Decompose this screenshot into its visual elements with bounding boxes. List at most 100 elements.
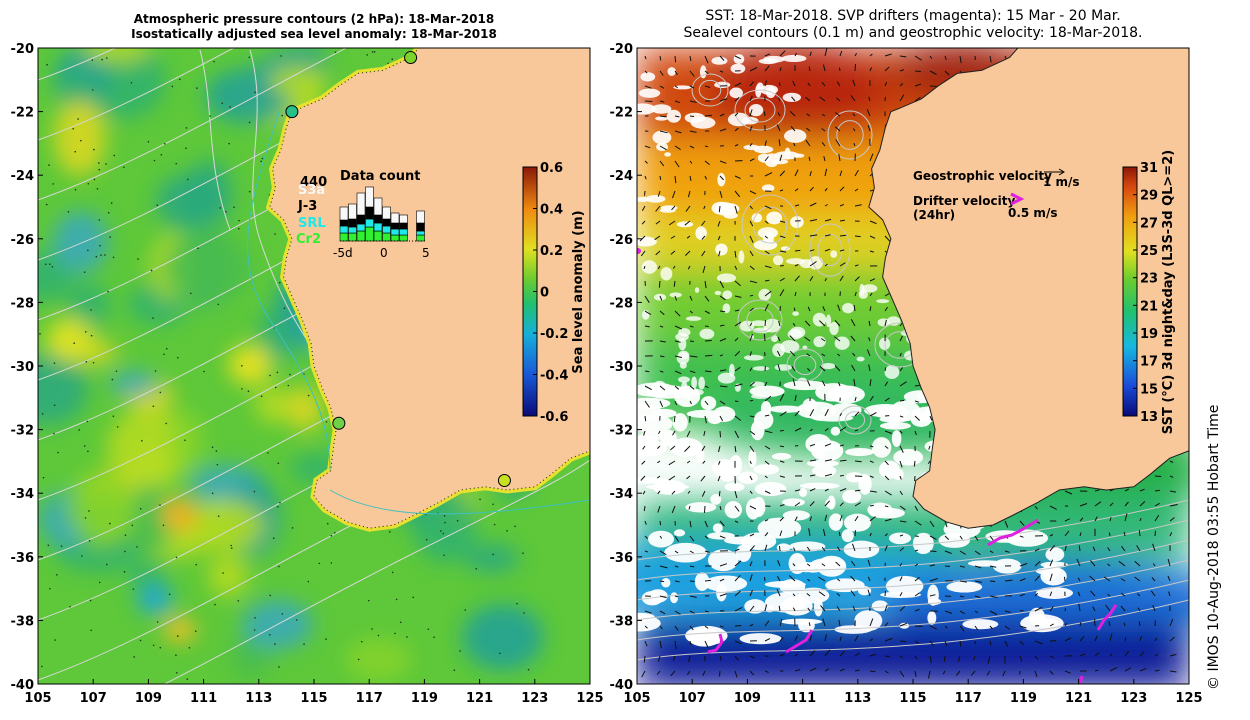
longitude-tick-label: 113	[844, 691, 871, 706]
longitude-tick-label: 107	[80, 691, 107, 706]
latitude-tick-label: -20	[11, 42, 35, 57]
left-map-title: Atmospheric pressure contours (2 hPa): 1…	[38, 12, 590, 42]
latitude-tick-label: -24	[11, 169, 35, 184]
tide-gauge-markers	[285, 51, 511, 487]
latitude-tick-label: -20	[610, 42, 634, 57]
colorbar-tick-label: 25	[1140, 244, 1158, 259]
latitude-tick-label: -28	[11, 296, 35, 311]
longitude-tick-label: 109	[135, 691, 162, 706]
latitude-tick-label: -34	[610, 487, 634, 502]
latitude-tick-label: -36	[610, 551, 634, 566]
histogram-bar-segment	[382, 218, 391, 227]
histogram-bar-segment	[382, 225, 391, 234]
histogram-bar-segment	[348, 218, 357, 228]
latitude-tick-label: -38	[610, 614, 634, 629]
latitude-tick-label: -34	[11, 487, 35, 502]
longitude-tick-label: 117	[955, 691, 982, 706]
sla-colorbar: 0.6 0.4 0.2 0 -0.2 -0.4 -0.6 Sea level anomaly…	[522, 161, 586, 425]
histogram-bar-segment	[348, 226, 357, 234]
histogram-tick-start: -5d	[333, 246, 353, 260]
longitude-tick-label: 119	[1010, 691, 1037, 706]
colorbar-tick-label: 0.2	[540, 244, 563, 259]
bathymetry-contour	[247, 109, 331, 471]
longitude-tick-label: 105	[623, 691, 650, 706]
latitude-tick-label: -36	[11, 551, 35, 566]
sla-colorbar-label: Sea level anomaly (m)	[571, 210, 586, 373]
longitude-tick-label: 105	[24, 691, 51, 706]
colorbar-tick-label: 15	[1140, 382, 1158, 397]
histogram-tick-end: 5	[422, 246, 430, 260]
colorbar-tick-label: 13	[1140, 410, 1158, 425]
latitude-tick-label: -26	[11, 233, 35, 248]
latitude-tick-label: -22	[11, 106, 35, 121]
histogram-bar-segment	[339, 225, 349, 234]
drifter-track	[785, 629, 814, 654]
latitude-tick-label: -24	[610, 169, 634, 184]
latitude-tick-label: -32	[610, 424, 634, 439]
latitude-tick-label: -40	[11, 678, 35, 693]
latitude-tick-label: -40	[610, 678, 634, 693]
right-map-title: SST: 18-Mar-2018. SVP drifters (magenta)…	[637, 8, 1189, 42]
histogram-bar-segment	[356, 230, 366, 242]
histogram-bar-segment	[356, 214, 366, 225]
sealevel-contours	[637, 73, 1189, 661]
histogram-bar-segment	[356, 223, 366, 232]
histogram-bar-segment	[390, 228, 400, 236]
histogram-bar-segment	[348, 232, 357, 242]
longitude-tick-label: 111	[789, 691, 816, 706]
drifter-velocity-period: (24hr)	[913, 208, 955, 222]
histogram-bar-segment	[365, 218, 374, 228]
drifter-track	[707, 633, 724, 654]
histogram-bar-segment	[373, 222, 383, 232]
colorbar-tick-label: 27	[1140, 216, 1158, 231]
bathymetry-contour-south	[329, 489, 590, 515]
longitude-tick-label: 115	[899, 691, 926, 706]
right-title-line2: Sealevel contours (0.1 m) and geostrophi…	[683, 25, 1143, 41]
histogram-bar-segment	[373, 197, 383, 216]
longitude-tick-label: 121	[466, 691, 493, 706]
histogram-bar-segment	[339, 219, 349, 227]
drifter-scale-chevron	[1010, 192, 1025, 206]
histogram-bar-segment	[365, 226, 374, 242]
colorbar-tick-label: 0.6	[540, 161, 563, 176]
sea-level-anomaly-map	[38, 48, 590, 684]
drifter-velocity-label: Drifter velocity	[913, 194, 1015, 208]
tide-gauge-marker	[332, 416, 346, 430]
colorbar-tick-label: 23	[1140, 272, 1158, 287]
colorbar-tick-label: 0.4	[540, 203, 563, 218]
histogram-bar-segment	[390, 222, 400, 230]
sla-anomaly-field	[38, 48, 555, 681]
colorbar-tick-label: 29	[1140, 189, 1158, 204]
latitude-tick-label: -22	[610, 106, 634, 121]
histogram-bar-segment	[390, 212, 400, 224]
map-axes: 105 107 109 111 113 115 117 119 121 123 125 -20 -22 -…	[11, 42, 1203, 706]
colorbar-tick-label: 19	[1140, 327, 1158, 342]
histogram-bar-segment	[399, 214, 408, 224]
mission-label-s3a: S3a	[298, 183, 325, 198]
drifter-track	[1078, 675, 1084, 684]
drifter-track	[987, 518, 1039, 547]
histogram-bar-segment	[416, 222, 425, 232]
colorbar-tick-label: 0	[540, 286, 549, 301]
data-count-title: Data count	[340, 169, 420, 184]
histogram-bar-segment	[356, 192, 366, 216]
right-title-line1: SST: 18-Mar-2018. SVP drifters (magenta)…	[705, 8, 1121, 24]
histogram-bar-segment	[390, 234, 400, 242]
histogram-bar-segment	[399, 234, 408, 242]
svp-drifter-tracks	[637, 248, 1118, 684]
australia-land	[269, 48, 590, 529]
histogram-bar-segment	[365, 206, 374, 220]
left-title-line1: Atmospheric pressure contours (2 hPa): 1…	[133, 12, 495, 26]
mission-label-srl: SRL	[298, 216, 326, 231]
sst-map	[637, 48, 1189, 684]
sst-colorbar-gradient	[1122, 166, 1138, 417]
australia-land-sst	[868, 48, 1189, 529]
tide-gauge-marker	[285, 105, 299, 119]
longitude-tick-label: 109	[734, 691, 761, 706]
longitude-tick-label: 123	[521, 691, 548, 706]
histogram-bar-segment	[416, 234, 425, 242]
sst-colorbar: 31 29 27 25 23 21 19 17 15 13 SST (°C) 3d night&d…	[1122, 150, 1176, 434]
latitude-tick-label: -26	[610, 233, 634, 248]
latitude-tick-label: -30	[11, 360, 35, 375]
data-count-total: 440	[300, 175, 327, 190]
